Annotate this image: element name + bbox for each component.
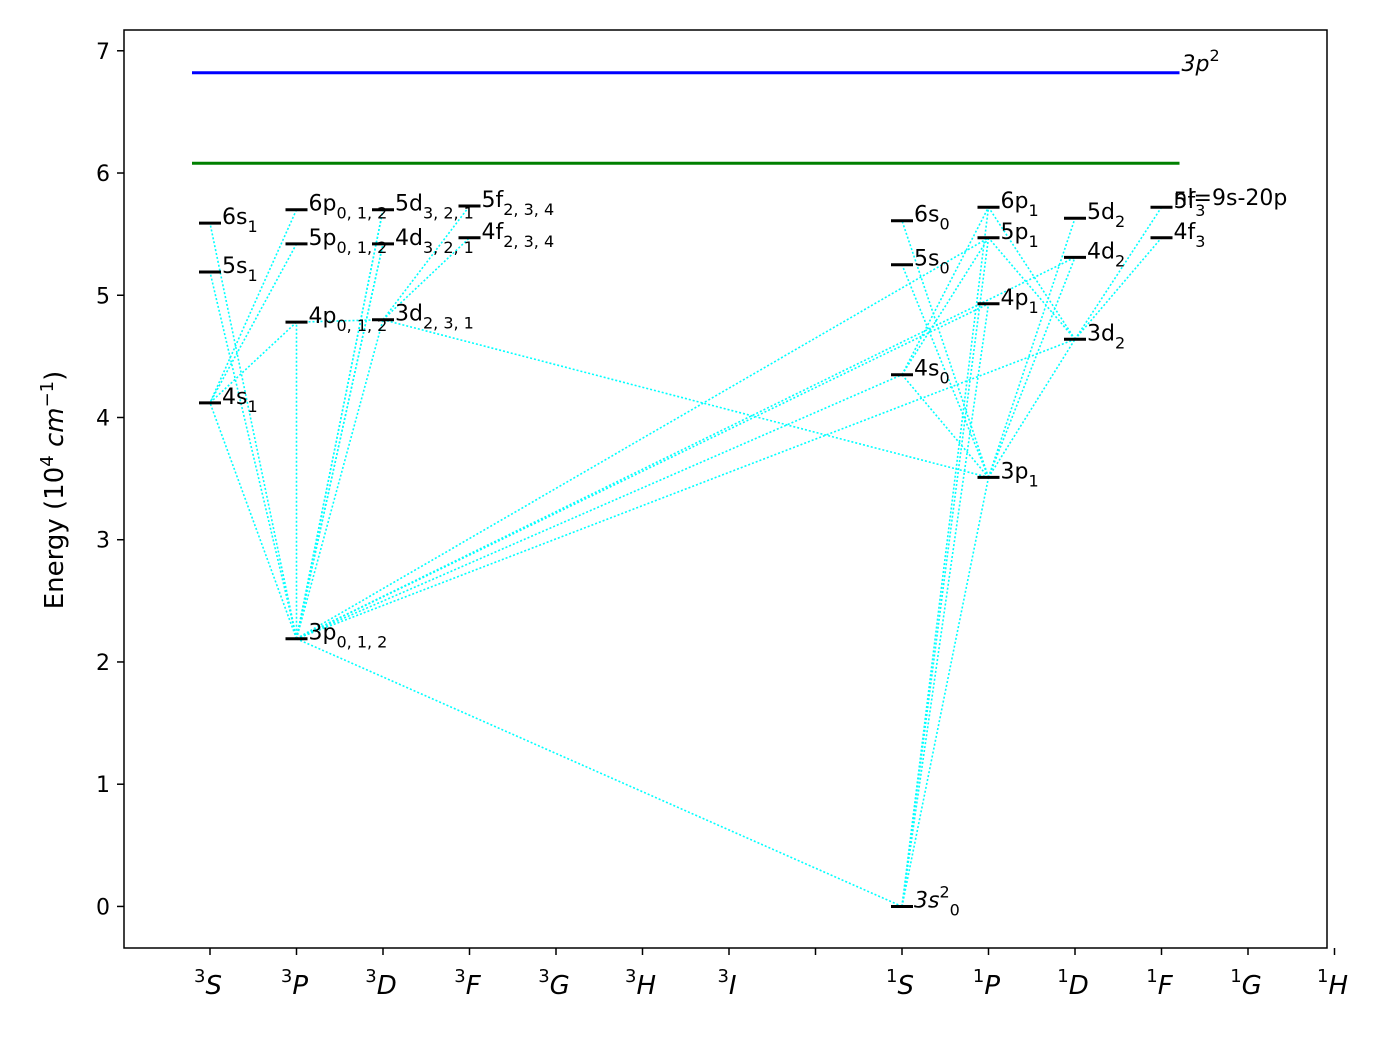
energy-levels xyxy=(199,204,1173,908)
y-tick-label: 2 xyxy=(96,651,110,676)
transition-line xyxy=(901,303,990,907)
x-tick-label: 3D xyxy=(365,966,396,1001)
y-tick-label: 0 xyxy=(96,895,110,920)
transition-line xyxy=(296,638,903,908)
transition-line xyxy=(295,209,384,639)
level-label-4p012: 4p0, 1, 2 xyxy=(309,304,388,335)
transition-line xyxy=(209,222,298,639)
transition-line xyxy=(296,256,1076,640)
level-label-6p1: 6p1 xyxy=(1001,189,1039,220)
x-tick-label: 3S xyxy=(194,966,222,1001)
transition-line xyxy=(987,338,1076,478)
transition-line xyxy=(901,477,990,907)
level-labels: 4s1 5s1 6s1 3p0, 1, 2 4p0, 1, 2 5p0, 1, 26p0,… xyxy=(222,186,1287,919)
level-label-5p012: 5p0, 1, 2 xyxy=(309,226,388,257)
transition-line xyxy=(296,237,989,640)
transition-line xyxy=(901,206,990,376)
level-label-3d231: 3d2, 3, 1 xyxy=(395,302,474,333)
level-label-4p1: 4p1 xyxy=(1001,286,1039,317)
y-tick-label: 4 xyxy=(96,406,110,431)
ionization-limits: 3p2 xyxy=(192,46,1220,165)
x-tick-label: 1G xyxy=(1230,966,1262,1001)
level-label-5s0: 5s0 xyxy=(914,247,950,278)
transition-line xyxy=(987,217,1076,478)
transition-line xyxy=(901,207,990,907)
transition-line xyxy=(296,338,1076,640)
transition-line xyxy=(901,220,990,478)
level-label-4d321: 4d3, 2, 1 xyxy=(395,226,474,257)
level-label-4d2: 4d2 xyxy=(1087,239,1125,270)
level-label-5d321: 5d3, 2, 1 xyxy=(395,192,474,223)
y-tick-label: 7 xyxy=(96,40,110,65)
transition-line xyxy=(295,243,384,639)
level-label-3p012: 3p0, 1, 2 xyxy=(309,621,388,652)
level-label-6s0: 6s0 xyxy=(914,203,950,234)
y-tick-label: 1 xyxy=(96,773,110,798)
y-axis-label: Energy (104 cm−1) xyxy=(37,371,70,610)
ionization-limit-label: 3p2 xyxy=(1182,46,1220,77)
level-label-3s2_0: 3s20 xyxy=(914,882,960,919)
x-tick-label: 1H xyxy=(1317,966,1348,1001)
transition-line xyxy=(209,209,298,404)
transition-line xyxy=(296,373,903,640)
transition-lines xyxy=(209,205,1163,908)
transition-line xyxy=(209,271,298,639)
transition-line xyxy=(296,318,384,323)
level-label-5p1: 5p1 xyxy=(1001,220,1039,251)
x-axis-ticks: 3S 3P 3D 3F 3G 3H 3I 1S 1P 1D 1F 1G 1H xyxy=(194,948,1348,1001)
transition-line xyxy=(987,257,1076,478)
plot-frame xyxy=(123,29,1328,949)
transition-line xyxy=(296,303,989,640)
x-tick-label: 1S xyxy=(886,966,914,1001)
transition-line xyxy=(295,319,384,639)
level-label-4f234: 4f2, 3, 4 xyxy=(482,220,555,251)
x-tick-label: 1F xyxy=(1146,966,1173,1001)
level-label-6s1: 6s1 xyxy=(222,205,258,236)
transition-line xyxy=(209,402,298,640)
x-tick-label: 3P xyxy=(281,966,308,1001)
y-tick-label: 3 xyxy=(96,529,110,554)
level-label-3p1: 3p1 xyxy=(1001,459,1039,490)
level-label-5d2: 5d2 xyxy=(1087,200,1125,231)
level-label-4s1: 4s1 xyxy=(222,385,258,416)
level-label-5f234: 5f2, 3, 4 xyxy=(482,188,555,219)
x-tick-label: 1P xyxy=(973,966,1000,1001)
level-label-4s0: 4s0 xyxy=(914,357,950,388)
level-label-3d2: 3d2 xyxy=(1087,321,1125,352)
y-axis-ticks: 0 1 2 3 4 5 6 7 xyxy=(96,40,124,920)
x-tick-label: 1D xyxy=(1057,966,1088,1001)
y-tick-label: 6 xyxy=(96,162,110,187)
level-label-6p012: 6p0, 1, 2 xyxy=(309,192,388,223)
transition-line xyxy=(382,318,989,479)
annotation-label: nl=9s-20p xyxy=(1174,186,1288,211)
x-tick-label: 3F xyxy=(454,966,481,1001)
level-label-5f3: 5f3 xyxy=(1174,189,1206,220)
x-tick-label: 3G xyxy=(538,966,570,1001)
x-tick-label: 3I xyxy=(717,966,736,1001)
transition-line xyxy=(901,237,990,376)
level-label-5s1: 5s1 xyxy=(222,254,258,285)
y-tick-label: 5 xyxy=(96,284,110,309)
x-tick-label: 3H xyxy=(625,966,656,1001)
level-label-4f3: 4f3 xyxy=(1174,220,1206,251)
